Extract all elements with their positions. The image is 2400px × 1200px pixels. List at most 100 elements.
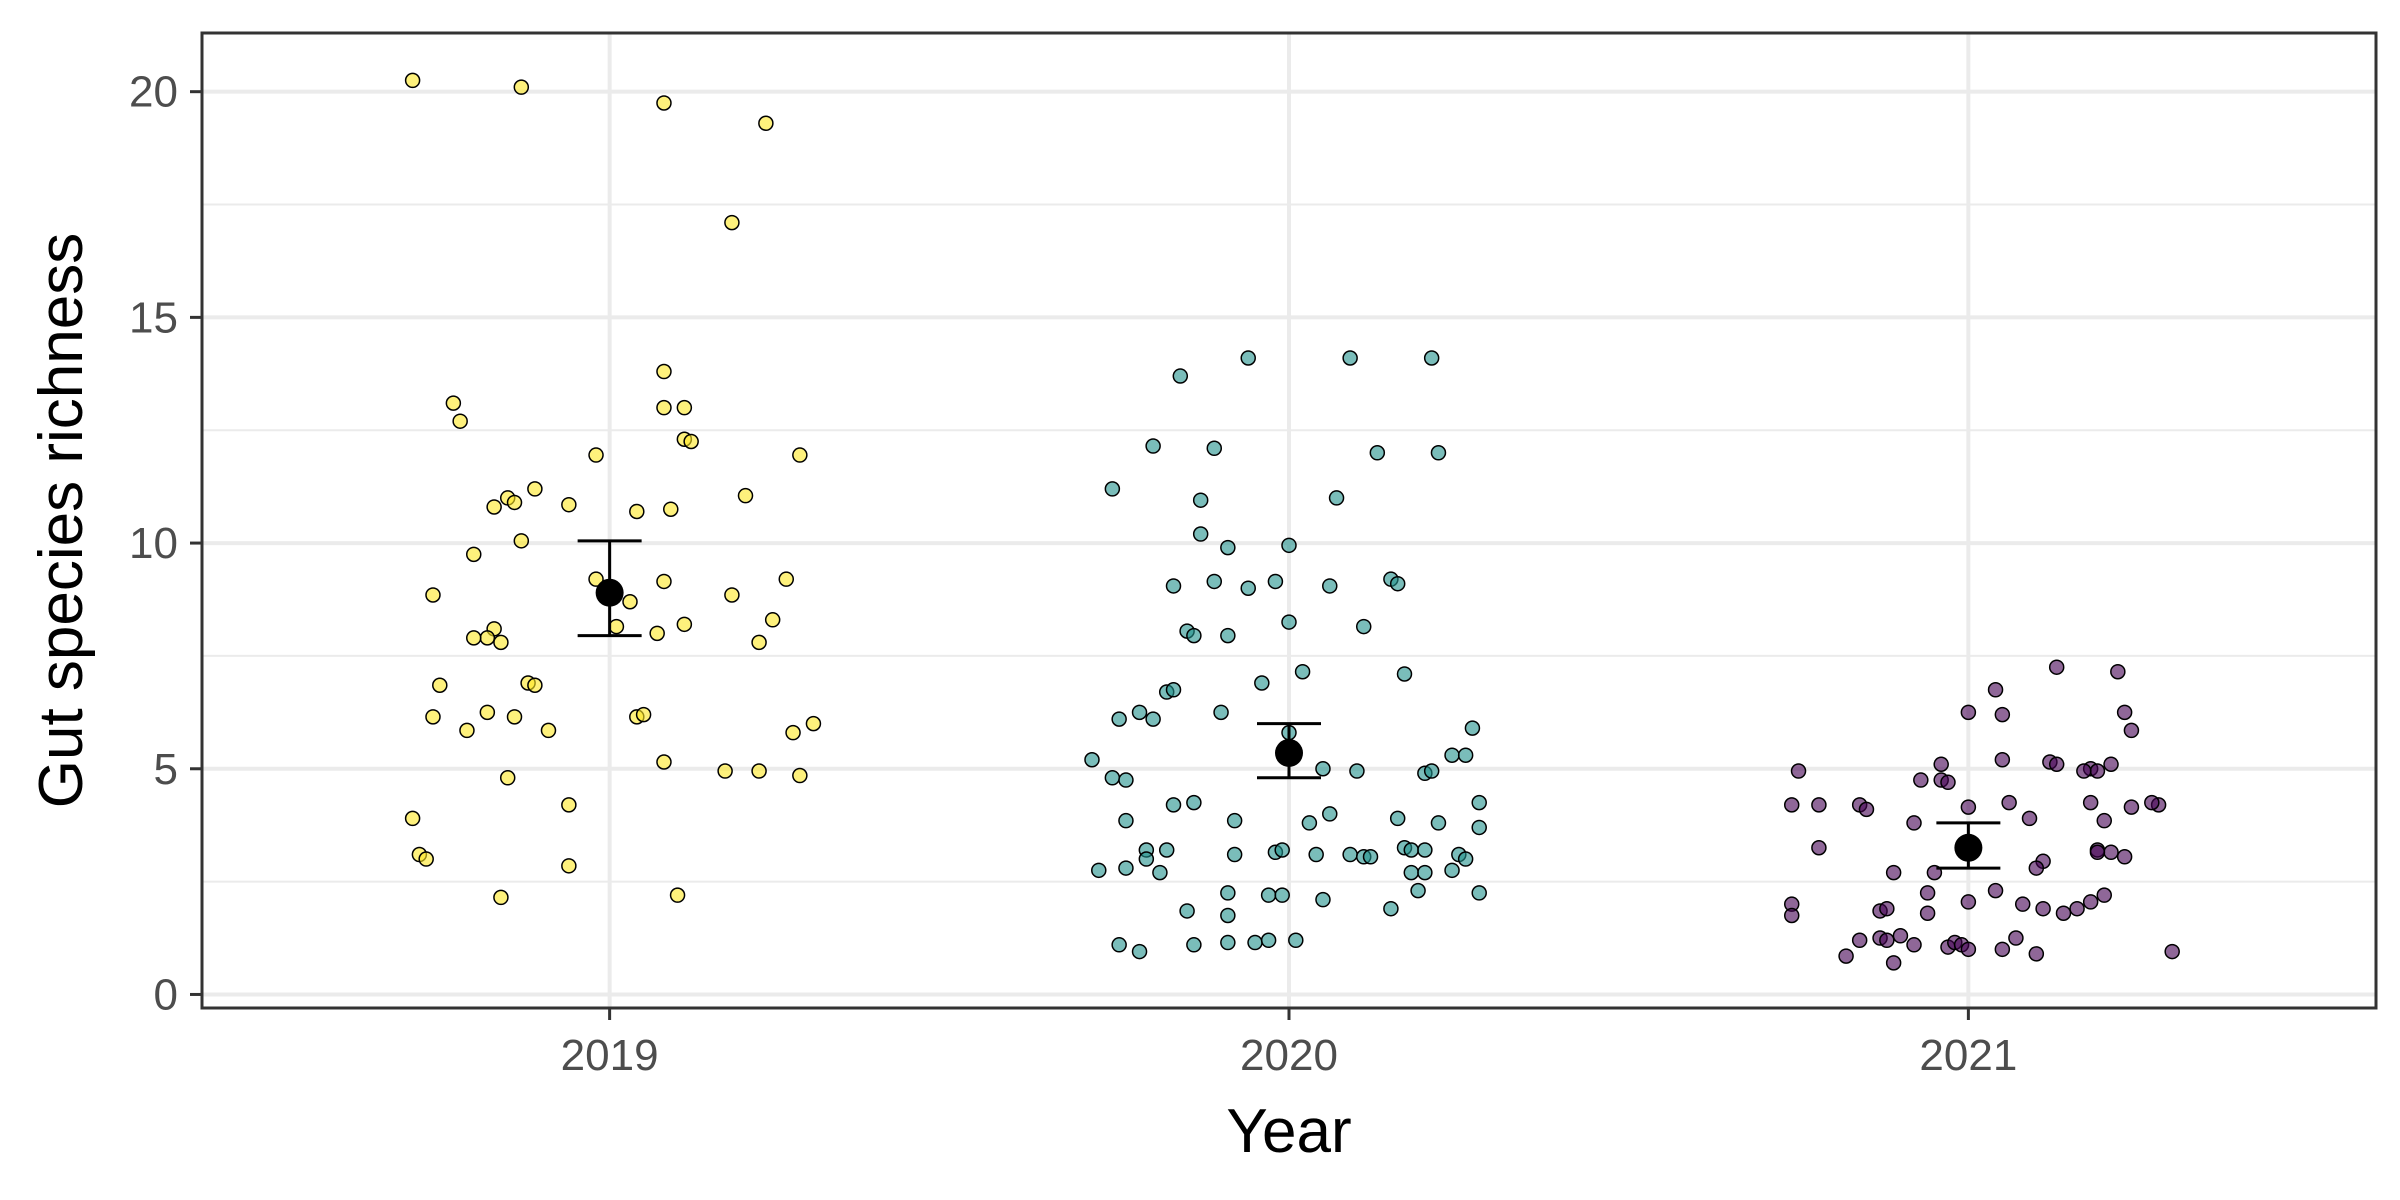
data-point (1423, 350, 1440, 366)
data-point (1240, 580, 1256, 596)
data-point (676, 616, 693, 633)
data-point (1994, 706, 2011, 723)
data-point (2028, 860, 2045, 876)
data-point (1885, 864, 1902, 881)
data-point (1260, 932, 1277, 949)
data-point (629, 503, 645, 520)
data-point (1322, 578, 1338, 594)
data-point (1192, 492, 1209, 508)
data-point (1226, 846, 1243, 863)
data-point (1457, 747, 1474, 763)
data-point (1192, 526, 1209, 542)
data-point (540, 722, 557, 739)
data-point (479, 630, 496, 646)
data-point (459, 722, 475, 739)
data-point (452, 413, 468, 429)
data-point (1104, 481, 1121, 497)
data-point (1417, 864, 1433, 881)
data-point (1281, 614, 1297, 630)
data-point (1118, 812, 1134, 829)
data-point (1294, 663, 1311, 680)
data-point (1267, 573, 1284, 590)
data-point (425, 587, 441, 603)
data-point (1919, 905, 1936, 921)
data-point (2048, 756, 2065, 772)
data-point (499, 770, 516, 786)
data-point (432, 677, 448, 694)
data-point (1247, 934, 1263, 951)
y-tick-label: 5 (154, 745, 178, 794)
data-point (608, 618, 625, 635)
data-point (561, 496, 577, 513)
x-tick-label: 2021 (1919, 1031, 2017, 1080)
data-point (2144, 794, 2160, 811)
data-point (1987, 882, 2004, 899)
mean-point (1275, 738, 1303, 767)
y-tick-label: 10 (129, 519, 178, 568)
data-point (1396, 666, 1413, 682)
data-point (676, 399, 693, 416)
data-point (1186, 794, 1202, 811)
data-point (2096, 812, 2112, 829)
data-point (527, 677, 543, 694)
data-point (764, 612, 781, 628)
data-point (656, 573, 672, 590)
mean-error-bars (577, 539, 2001, 870)
y-tick-label: 15 (129, 293, 178, 342)
mean-point (595, 578, 624, 607)
y-tick-label: 20 (129, 68, 178, 117)
data-point (724, 587, 740, 603)
data-point (1220, 539, 1236, 556)
data-point (649, 625, 665, 642)
axes: 0 5 10 15 20 2019 2020 2021 (129, 68, 2017, 1080)
summary-2020 (1257, 722, 1321, 780)
data-point (2103, 756, 2119, 772)
y-tick-label: 0 (154, 970, 178, 1019)
data-point (1362, 849, 1379, 865)
y-axis-title: Gut species richness (27, 233, 96, 808)
data-point (2123, 722, 2140, 739)
data-point (1906, 937, 1922, 953)
data-point (1118, 772, 1134, 788)
data-point (1274, 842, 1290, 858)
summary-2019 (577, 539, 642, 638)
data-point (493, 889, 509, 906)
data-point (724, 214, 740, 231)
data-point (1464, 720, 1481, 736)
data-point (1220, 627, 1236, 644)
data-point (1879, 900, 1895, 917)
data-point (506, 494, 523, 511)
data-point (1430, 815, 1447, 831)
data-point (1138, 851, 1155, 867)
data-point (1158, 842, 1175, 858)
data-point (1288, 932, 1304, 949)
data-point (588, 447, 604, 463)
data-point (622, 594, 638, 610)
data-point (1994, 941, 2011, 958)
data-point (792, 447, 808, 463)
data-point (1226, 812, 1243, 829)
data-point (1260, 887, 1277, 903)
data-point (2164, 943, 2180, 960)
data-point (1811, 797, 1827, 813)
data-point (1369, 445, 1386, 461)
data-point (1179, 903, 1195, 919)
data-point (466, 546, 482, 563)
data-point (1960, 704, 1977, 721)
data-point (1892, 928, 1909, 944)
data-point (2048, 659, 2065, 675)
data-point (1165, 797, 1182, 813)
data-point (805, 715, 822, 732)
data-point (561, 797, 577, 813)
data-point (1940, 774, 1956, 791)
data-point (1410, 882, 1426, 899)
data-point (778, 571, 795, 587)
data-point (1960, 941, 1977, 958)
data-point (1906, 815, 1922, 831)
data-point (404, 72, 421, 89)
data-point (1838, 948, 1854, 964)
data-point (513, 533, 530, 549)
mean-point (1954, 833, 1983, 862)
data-point (751, 763, 767, 779)
